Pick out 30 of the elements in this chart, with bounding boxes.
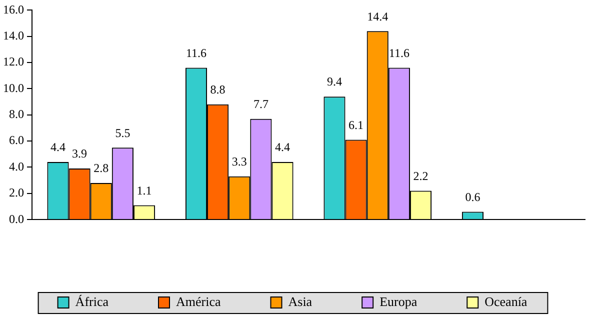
y-tick-label: 4.0 <box>9 159 24 174</box>
data-label: 2.8 <box>94 161 109 176</box>
data-label: 6.1 <box>348 118 364 132</box>
legend-label: Asia <box>288 294 312 309</box>
y-tick-label: 0.0 <box>9 212 24 226</box>
legend-label: África <box>75 294 109 309</box>
legend-label: Oceanía <box>484 294 528 309</box>
data-label: 14.4 <box>367 9 388 24</box>
y-tick-label: 2.0 <box>9 186 24 200</box>
data-label: 3.9 <box>72 146 88 161</box>
y-tick-label: 10.0 <box>3 80 24 95</box>
data-label: 3.3 <box>232 154 247 169</box>
data-label: 4.4 <box>275 140 290 154</box>
data-label: 7.7 <box>253 96 268 111</box>
data-label: 5.5 <box>115 126 130 140</box>
legend-label: América <box>176 294 221 309</box>
y-tick-label: 6.0 <box>9 133 24 148</box>
data-label: 0.6 <box>465 190 480 204</box>
y-tick-label: 12.0 <box>3 54 24 69</box>
data-label: 8.8 <box>210 82 226 97</box>
y-tick-label: 14.0 <box>3 28 24 43</box>
legend-label: Europa <box>380 294 418 309</box>
data-label: 11.6 <box>186 46 207 60</box>
data-label: 4.4 <box>50 140 66 154</box>
y-tick-label: 8.0 <box>9 107 24 122</box>
data-label: 2.2 <box>413 168 428 183</box>
data-label: 1.1 <box>136 183 152 198</box>
data-label: 9.4 <box>326 74 342 89</box>
y-tick-label: 16.0 <box>3 2 24 16</box>
data-label: 11.6 <box>388 46 410 60</box>
